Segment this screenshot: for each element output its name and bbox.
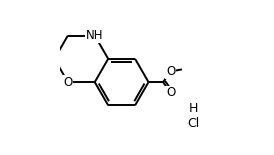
- Text: NH: NH: [86, 29, 104, 42]
- Text: Cl: Cl: [188, 117, 200, 130]
- Text: O: O: [166, 86, 175, 99]
- Text: O: O: [63, 76, 73, 89]
- Text: H: H: [189, 102, 199, 115]
- Text: O: O: [166, 65, 175, 78]
